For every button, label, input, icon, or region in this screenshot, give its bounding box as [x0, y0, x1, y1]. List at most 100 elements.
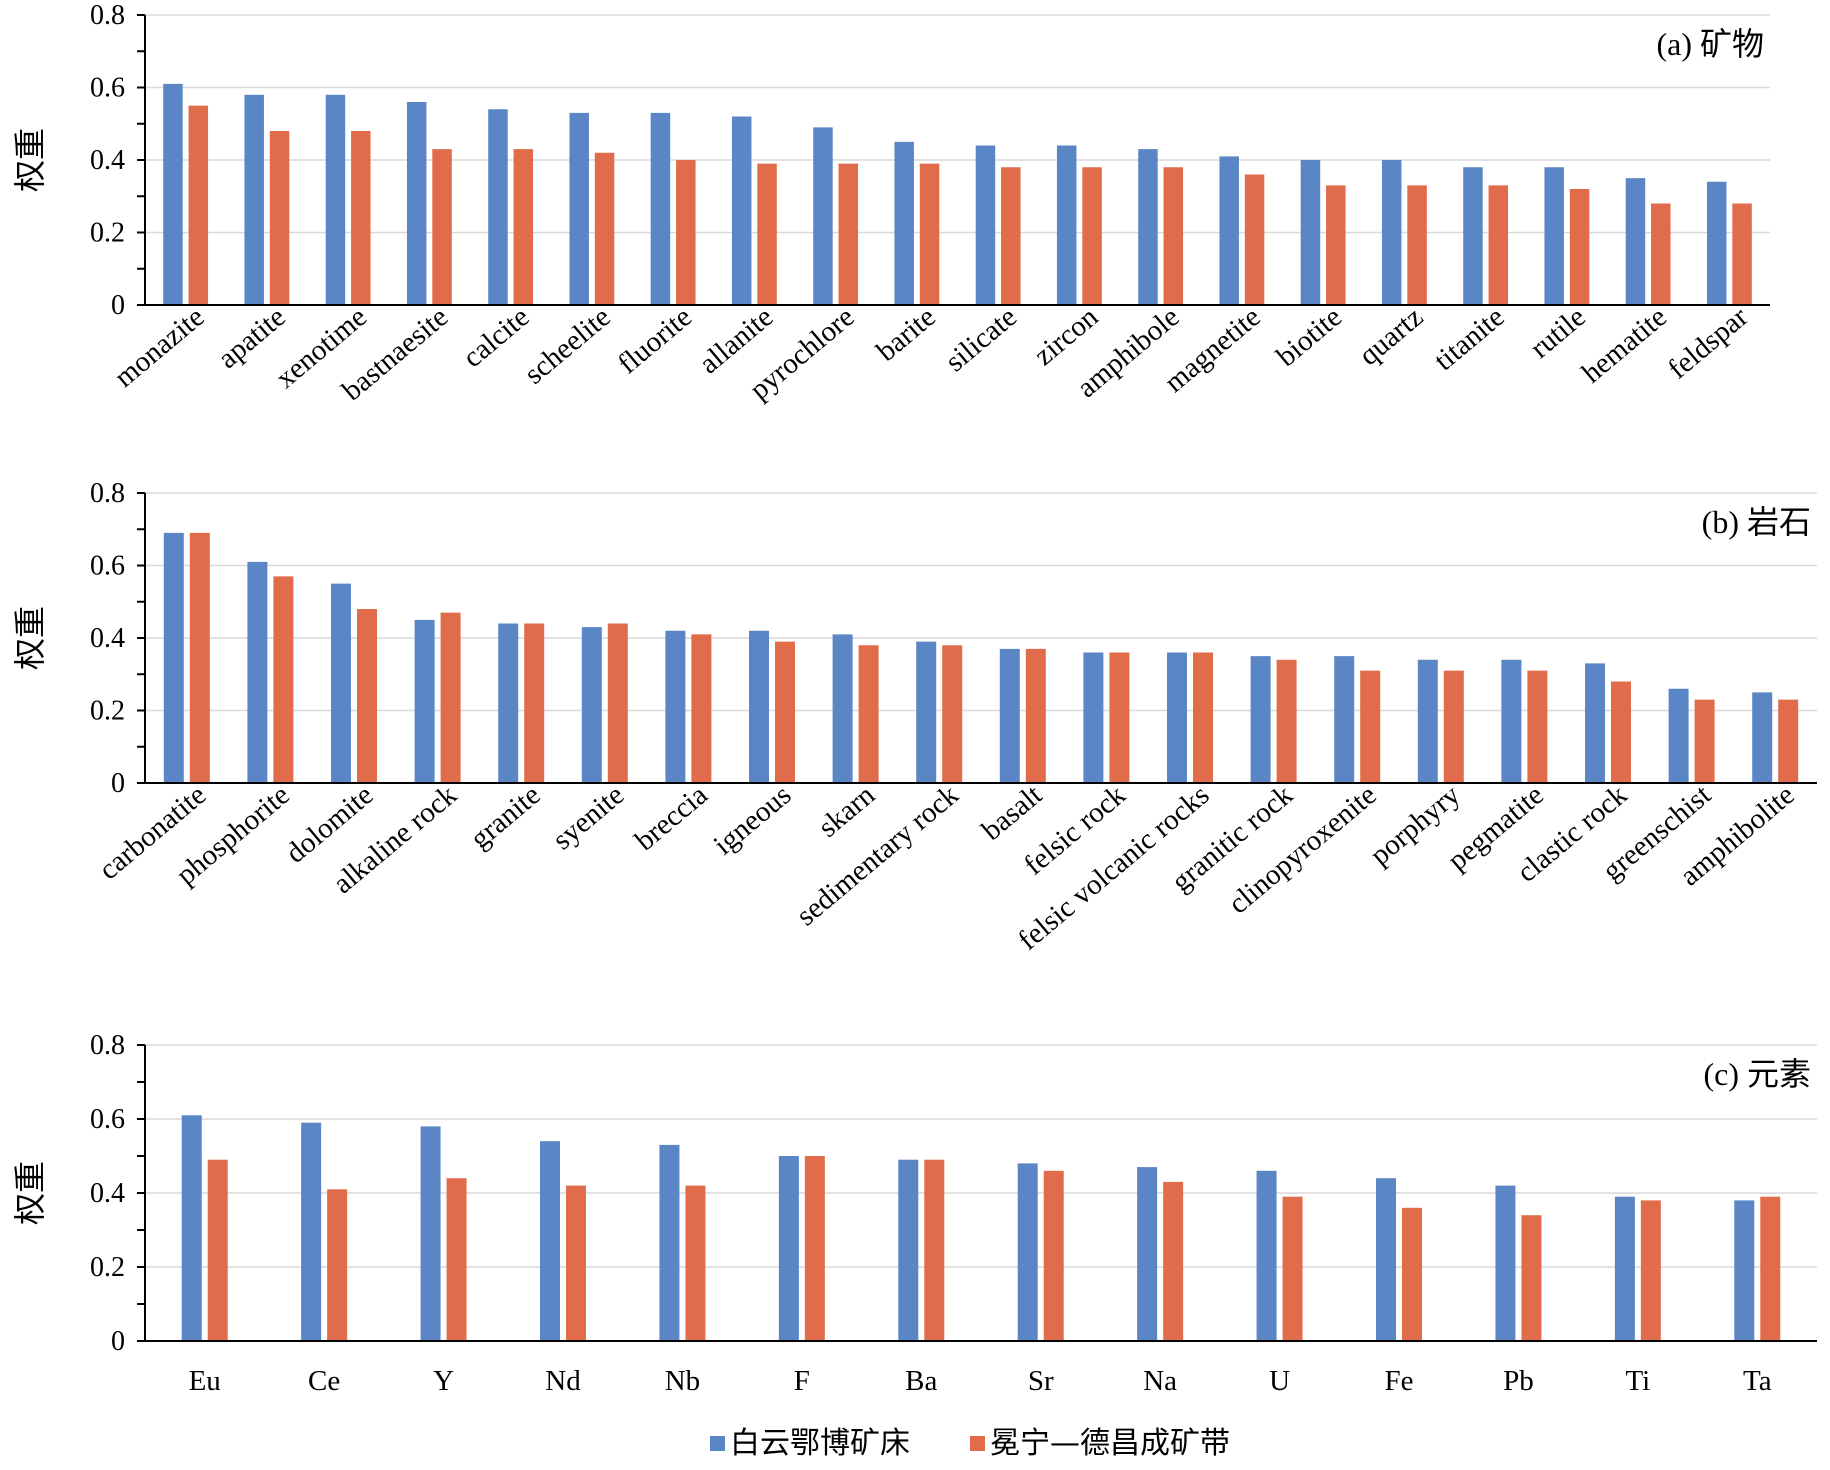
- bar-series2: [942, 645, 963, 783]
- x-tick-label: skarn: [812, 779, 881, 844]
- bar-series1: [1463, 167, 1483, 305]
- bar-series2: [1651, 203, 1671, 305]
- legend-label: 冕宁—德昌成矿带: [990, 1426, 1230, 1461]
- bar-series2: [1163, 1181, 1184, 1341]
- y-tick-label: 0.6: [90, 551, 125, 582]
- x-tick-label: Y: [433, 1365, 454, 1397]
- x-tick-label: granite: [464, 779, 546, 855]
- x-tick-label: Nd: [545, 1365, 581, 1397]
- x-tick-label: Sr: [1028, 1365, 1054, 1397]
- bar-series2: [269, 131, 290, 305]
- bar-series2: [440, 612, 461, 783]
- bar-series1: [581, 627, 602, 783]
- y-tick-label: 0.2: [90, 218, 125, 249]
- bar-series2: [676, 160, 696, 305]
- x-tick-label: syenite: [547, 779, 631, 856]
- x-tick-label: Ce: [308, 1365, 340, 1397]
- x-tick-label: hematite: [1576, 301, 1673, 390]
- bar-series2: [1282, 1196, 1303, 1341]
- bar-series1: [1585, 663, 1605, 783]
- bar-series2: [1001, 167, 1021, 305]
- bar-series1: [1056, 145, 1077, 305]
- bar-series1: [244, 94, 264, 305]
- x-tick-label: F: [794, 1365, 810, 1397]
- bar-series1: [1017, 1163, 1038, 1341]
- bar-series2: [1407, 185, 1427, 305]
- x-tick-label: Nb: [665, 1365, 700, 1397]
- bar-series2: [1276, 659, 1297, 783]
- bar-series1: [898, 1159, 919, 1341]
- bar-series2: [1488, 185, 1509, 305]
- bar-series2: [607, 623, 628, 783]
- x-tick-label: clinopyroxenite: [1223, 779, 1383, 921]
- bar-series1: [1544, 167, 1564, 305]
- bar-series1: [540, 1141, 560, 1341]
- bar-series2: [189, 532, 210, 783]
- bar-series2: [1326, 185, 1346, 305]
- y-tick-label: 0.6: [90, 1104, 125, 1135]
- bar-series1: [1752, 692, 1773, 783]
- bar-series2: [446, 1178, 467, 1341]
- bar-series1: [414, 619, 435, 783]
- y-tick-label: 0.2: [90, 696, 125, 727]
- y-tick-label: 0: [111, 768, 125, 799]
- bar-series2: [524, 623, 545, 783]
- bar-series1: [301, 1122, 322, 1341]
- bar-series2: [919, 163, 940, 305]
- bar-series1: [731, 116, 752, 305]
- y-tick-label: 0.8: [90, 0, 125, 31]
- bar-series1: [1138, 149, 1158, 305]
- x-tick-label: rutile: [1524, 301, 1591, 365]
- bar-series2: [757, 163, 777, 305]
- x-tick-label: titanite: [1428, 301, 1510, 377]
- y-tick-label: 0: [111, 290, 125, 321]
- bar-series2: [1402, 1207, 1422, 1341]
- chart-panel-3: 0 0.2 0.4 0.6 0.8 权重 (c) 元素 Eu Ce Y Nd Nb F Ba Sr Na U Fe…: [11, 1030, 1817, 1397]
- x-tick-label: quartz: [1353, 301, 1429, 372]
- y-tick-label: 0.4: [90, 623, 125, 654]
- bar-series1: [498, 623, 519, 783]
- x-tick-label: biotite: [1271, 301, 1348, 373]
- bar-series2: [566, 1185, 586, 1341]
- bar-series1: [749, 630, 769, 783]
- bar-series1: [1137, 1167, 1158, 1341]
- y-tick-label: 0.4: [90, 1178, 125, 1209]
- bar-series1: [1734, 1200, 1755, 1341]
- x-tick-label: breccia: [629, 779, 714, 857]
- bar-series2: [1611, 681, 1631, 783]
- x-tick-label: Ba: [905, 1365, 937, 1397]
- bar-series1: [181, 1115, 202, 1341]
- bar-series1: [1625, 178, 1646, 305]
- bar-series2: [1732, 203, 1752, 305]
- bar-series2: [1193, 652, 1213, 783]
- bar-series1: [1300, 160, 1321, 305]
- y-tick-label: 0.8: [90, 478, 125, 509]
- bar-series1: [406, 102, 427, 305]
- bar-series1: [1167, 652, 1187, 783]
- bar-series1: [650, 112, 671, 305]
- x-tick-label: basalt: [976, 779, 1048, 847]
- bar-series2: [1521, 1215, 1542, 1341]
- x-tick-label: scheelite: [518, 301, 616, 391]
- x-tick-label: Na: [1143, 1365, 1177, 1397]
- panel-title: (c) 元素: [1703, 1056, 1811, 1092]
- legend-swatch: [970, 1436, 985, 1451]
- bar-series1: [1614, 1196, 1635, 1341]
- x-tick-label: silicate: [939, 301, 1022, 378]
- bar-series1: [832, 634, 853, 783]
- bar-series2: [1778, 699, 1799, 783]
- bar-series1: [1381, 160, 1402, 305]
- bar-series2: [1443, 670, 1464, 783]
- x-tick-label: barite: [871, 301, 942, 368]
- bar-series2: [357, 609, 377, 783]
- bar-series1: [659, 1144, 680, 1341]
- legend-label: 白云鄂博矿床: [730, 1426, 910, 1461]
- bar-series2: [1694, 699, 1715, 783]
- chart-panel-2: 00.20.40.60.8权重(b) 岩石carbonatitephosphor…: [11, 478, 1817, 957]
- bar-series2: [685, 1185, 706, 1341]
- bar-series2: [1360, 670, 1381, 783]
- bar-series1: [999, 648, 1020, 783]
- bar-series1: [1495, 1185, 1516, 1341]
